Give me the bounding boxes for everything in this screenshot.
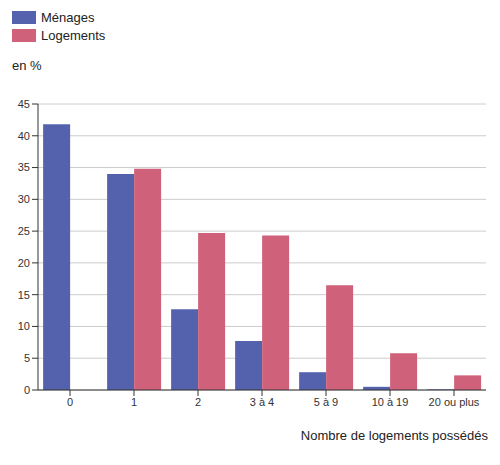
svg-text:5: 5: [24, 352, 30, 364]
svg-text:30: 30: [18, 193, 30, 205]
svg-text:0: 0: [24, 384, 30, 396]
svg-text:45: 45: [18, 98, 30, 110]
svg-text:1: 1: [131, 396, 137, 408]
svg-text:40: 40: [18, 130, 30, 142]
html-text:Logements: Logements: [41, 28, 106, 43]
svg-text:10: 10: [18, 320, 30, 332]
svg-text:3 à 4: 3 à 4: [250, 396, 274, 408]
svg-text:25: 25: [18, 225, 30, 237]
html-text:en %: en %: [12, 58, 42, 73]
svg-text:2: 2: [195, 396, 201, 408]
svg-text:20: 20: [18, 257, 30, 269]
svg-text:5 à 9: 5 à 9: [314, 396, 338, 408]
html-text:Nombre de logements possédés: Nombre de logements possédés: [300, 428, 488, 443]
svg-text:35: 35: [18, 161, 30, 173]
svg-text:0: 0: [67, 396, 73, 408]
svg-text:20 ou plus: 20 ou plus: [429, 396, 480, 408]
html-text:Ménages: Ménages: [41, 10, 95, 25]
svg-text:15: 15: [18, 289, 30, 301]
svg-text:10 à 19: 10 à 19: [372, 396, 409, 408]
